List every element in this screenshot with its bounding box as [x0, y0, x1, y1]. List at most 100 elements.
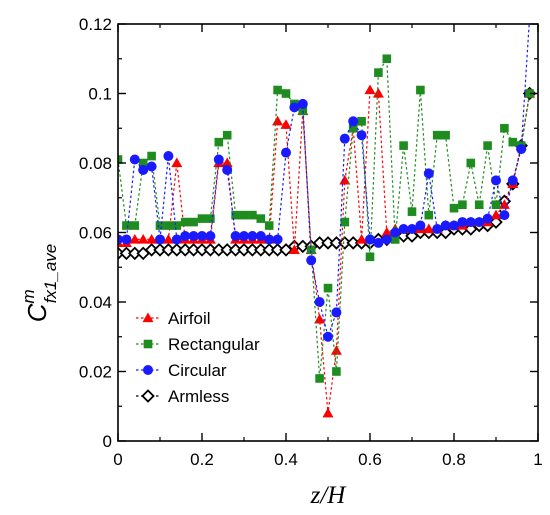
data-point-circular [440, 220, 451, 231]
data-point-rectangular [332, 367, 341, 376]
y-tick-label: 0.12 [79, 15, 112, 34]
data-point-circular [297, 98, 308, 109]
y-tick-label: 0.06 [79, 224, 112, 243]
data-point-airfoil [288, 244, 300, 254]
data-point-circular [118, 234, 123, 245]
x-tick-label: 0 [113, 450, 122, 469]
x-axis-title: z/H [310, 482, 348, 509]
legend-label-airfoil: Airfoil [168, 309, 211, 328]
data-point-circular [222, 164, 233, 175]
data-point-circular [415, 220, 426, 231]
data-point-rectangular [407, 207, 417, 216]
data-point-airfoil [364, 84, 376, 95]
x-tick-label: 0.2 [190, 450, 214, 469]
data-point-armless [489, 215, 503, 229]
x-tick-label: 0.6 [358, 450, 382, 469]
data-point-circular [281, 147, 291, 158]
data-point-rectangular [399, 141, 408, 150]
data-point-circular [423, 168, 434, 179]
data-point-circular [272, 234, 283, 245]
data-point-airfoil [146, 233, 158, 244]
data-point-airfoil [330, 345, 342, 355]
data-point-rectangular [382, 54, 392, 64]
legend-label-circular: Circular [168, 361, 227, 380]
data-point-rectangular [449, 203, 459, 213]
data-point-rectangular [424, 210, 434, 220]
data-point-circular [499, 210, 510, 221]
series-armless [118, 86, 537, 261]
data-point-rectangular [525, 89, 534, 98]
data-point-rectangular [155, 221, 165, 230]
data-point-circular [264, 234, 275, 245]
data-point-circular [163, 151, 174, 162]
data-point-circular [121, 234, 132, 245]
legend-item-circular: Circular [136, 361, 227, 380]
data-point-circular [180, 230, 191, 241]
data-point-airfoil [322, 407, 334, 418]
data-point-airfoil [423, 223, 435, 234]
y-axis-title-sub: fx1_ave [41, 244, 60, 304]
legend-item-airfoil: Airfoil [136, 309, 211, 328]
data-point-circular [516, 144, 527, 155]
data-point-circular [365, 234, 375, 245]
data-point-rectangular [432, 130, 442, 140]
data-point-rectangular [306, 245, 316, 255]
data-point-rectangular [256, 214, 266, 223]
data-point-circular [339, 133, 350, 144]
data-point-circular [449, 220, 459, 231]
data-point-rectangular [130, 221, 140, 230]
data-point-rectangular [189, 217, 198, 227]
data-point-circular [314, 297, 325, 307]
data-point-circular [205, 230, 216, 241]
data-point-rectangular [222, 130, 232, 140]
axes: 0 0.2 0.4 0.6 0.8 1 0 0.02 0.04 0.06 0.08 0.1 0.12 [79, 15, 543, 469]
data-point-airfoil [137, 233, 149, 244]
data-point-airfoil [171, 157, 183, 168]
legend-label-rectangular: Rectangular [168, 335, 260, 354]
data-point-rectangular [180, 217, 190, 227]
data-point-circular [306, 255, 317, 266]
data-point-circular [356, 130, 367, 141]
data-point-circular [255, 230, 266, 241]
data-point-rectangular [122, 221, 131, 230]
data-point-circular [432, 224, 443, 235]
data-point-circular [138, 164, 149, 175]
y-axis-title: Cm fx1_ave [19, 244, 60, 323]
y-tick-label: 0.02 [79, 363, 112, 382]
data-point-circular [230, 230, 241, 241]
data-point-circular [390, 227, 401, 238]
data-point-rectangular [474, 200, 484, 209]
data-point-circular [323, 331, 333, 342]
data-point-rectangular [197, 214, 207, 223]
data-point-rectangular [348, 123, 358, 133]
legend: Airfoil Rectangular Circular Armless [136, 309, 260, 406]
data-point-rectangular [340, 217, 350, 227]
data-point-rectangular [315, 374, 324, 383]
data-point-rectangular [357, 117, 366, 126]
data-point-rectangular [273, 85, 282, 95]
data-point-circular [381, 234, 392, 245]
data-point-circular [129, 154, 140, 165]
data-point-rectangular [508, 137, 518, 147]
data-point-rectangular [164, 221, 173, 230]
data-point-airfoil [372, 88, 384, 98]
data-point-airfoil [490, 209, 502, 220]
y-tick-label: 0 [103, 432, 112, 451]
data-point-airfoil [356, 233, 368, 244]
y-axis-title-sup: m [19, 289, 38, 303]
data-point-circular [146, 161, 157, 172]
plot-area [118, 24, 537, 418]
data-point-airfoil [314, 313, 326, 324]
data-point-rectangular [248, 210, 257, 220]
data-point-circular [507, 175, 518, 186]
data-point-rectangular [264, 221, 274, 230]
data-point-airfoil [381, 227, 393, 237]
data-point-airfoil [162, 233, 174, 244]
data-point-rectangular [458, 200, 467, 209]
data-point-rectangular [214, 137, 224, 147]
x-tick-label: 0.8 [442, 450, 466, 469]
data-point-rectangular [500, 123, 509, 133]
data-point-circular [155, 234, 165, 245]
